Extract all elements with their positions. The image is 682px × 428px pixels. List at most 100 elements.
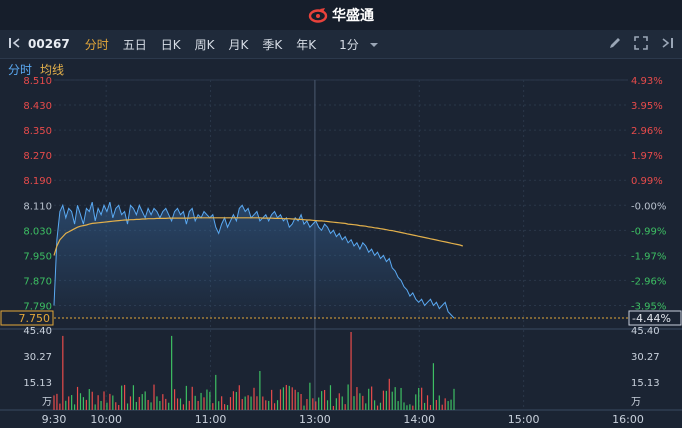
price-tick-label: 8.030	[23, 226, 52, 237]
volume-bar	[126, 403, 129, 410]
volume-bar	[394, 387, 396, 410]
price-tick-label: 7.950	[23, 251, 52, 262]
volume-bar	[429, 404, 432, 410]
price-tick-label: 8.350	[23, 126, 52, 137]
volume-bar	[168, 402, 170, 410]
volume-bar	[388, 378, 390, 410]
volume-bar	[306, 399, 308, 410]
volume-bar	[112, 395, 114, 410]
volume-bar	[303, 405, 305, 410]
average-line	[53, 217, 463, 256]
volume-bar	[356, 387, 358, 410]
current-price-box	[0, 310, 54, 326]
volume-bar	[197, 400, 199, 410]
volume-bar	[341, 396, 343, 410]
time-label: 9:30	[42, 413, 67, 426]
collapse-left-icon[interactable]	[0, 36, 26, 53]
volume-bar	[385, 390, 387, 410]
expand-icon[interactable]	[634, 36, 648, 50]
pct-tick-label: 3.95%	[631, 101, 663, 112]
volume-bar	[144, 391, 146, 410]
volume-bar	[141, 394, 143, 410]
pct-tick-label: -3.95%	[631, 301, 666, 312]
pct-tick-label: -1.97%	[631, 251, 666, 262]
volume-bar	[432, 363, 435, 410]
volume-bar	[88, 389, 90, 410]
volume-bar	[115, 402, 117, 410]
volume-bar	[53, 395, 55, 410]
volume-bar	[291, 387, 293, 410]
volume-bar	[223, 404, 226, 410]
volume-bar	[123, 384, 126, 410]
volume-bar	[382, 390, 385, 410]
volume-bar	[253, 387, 255, 410]
volume-bar	[391, 391, 393, 410]
volume-bar	[71, 395, 73, 410]
price-tick-label: 8.430	[23, 101, 52, 112]
volume-bar	[147, 399, 149, 410]
tab-weekly-k[interactable]: 周K	[194, 37, 215, 52]
tab-yearly-k[interactable]: 年K	[296, 37, 317, 52]
volume-bar	[97, 395, 99, 410]
time-label: 11:00	[195, 413, 227, 426]
volume-bar	[209, 391, 211, 410]
legend-average: 均线	[40, 62, 65, 77]
volume-bar	[450, 399, 452, 410]
volume-bar	[294, 389, 296, 410]
volume-bar	[312, 398, 314, 410]
volume-bar	[103, 391, 105, 410]
volume-bar	[238, 385, 240, 410]
volume-bar	[368, 388, 370, 410]
volume-bar	[373, 400, 376, 410]
volume-bar	[85, 399, 87, 410]
volume-bar	[256, 396, 258, 410]
volume-bar	[200, 392, 202, 410]
volume-bar	[285, 384, 287, 410]
legend-intraday: 分时	[8, 62, 33, 77]
period-select[interactable]: 1分	[323, 36, 385, 53]
volume-bar	[165, 398, 167, 410]
tab-monthly-k[interactable]: 月K	[228, 37, 249, 52]
volume-bar	[62, 335, 64, 410]
volume-bar	[185, 385, 187, 410]
volume-bar	[203, 397, 205, 410]
volume-bar	[188, 400, 190, 410]
time-label: 15:00	[508, 413, 540, 426]
volume-bar	[326, 400, 329, 410]
volume-bar	[441, 404, 443, 410]
volume-bar	[91, 391, 93, 410]
tab-intraday[interactable]: 分时	[84, 37, 109, 52]
tab-daily-k[interactable]: 日K	[160, 37, 181, 52]
volume-bar	[438, 395, 440, 410]
price-tick-label: 7.870	[23, 276, 52, 287]
volume-bar	[135, 401, 137, 410]
time-label: 14:00	[403, 413, 435, 426]
volume-bar	[94, 404, 96, 410]
volume-bar	[300, 393, 302, 410]
time-label: 13:00	[299, 413, 331, 426]
time-label: 16:00	[612, 413, 644, 426]
pencil-icon[interactable]	[608, 36, 622, 50]
volume-bar	[129, 396, 132, 410]
tab-quarterly-k[interactable]: 季K	[262, 37, 283, 52]
stock-code: 00267	[28, 37, 70, 51]
volume-bar	[226, 405, 229, 410]
volume-bar	[76, 386, 79, 410]
volume-bar	[279, 389, 282, 410]
volume-bar	[191, 386, 193, 410]
volume-bar	[376, 405, 379, 410]
volume-bar	[235, 391, 237, 410]
current-price-label: 7.750	[19, 312, 51, 325]
price-area	[54, 202, 454, 318]
pct-tick-label: -0.00%	[631, 201, 666, 212]
volume-bar	[271, 389, 273, 410]
current-pct-box	[628, 310, 682, 326]
volume-bar	[171, 335, 173, 410]
pct-tick-label: -0.99%	[631, 226, 666, 237]
volume-bar	[118, 405, 120, 410]
chart-legend: 分时 均线	[0, 59, 682, 79]
volume-tick-label-right: 15.13	[631, 378, 660, 389]
tab-five-day[interactable]: 五日	[122, 37, 147, 52]
collapse-right-icon[interactable]	[660, 36, 674, 50]
volume-bar	[273, 403, 276, 410]
